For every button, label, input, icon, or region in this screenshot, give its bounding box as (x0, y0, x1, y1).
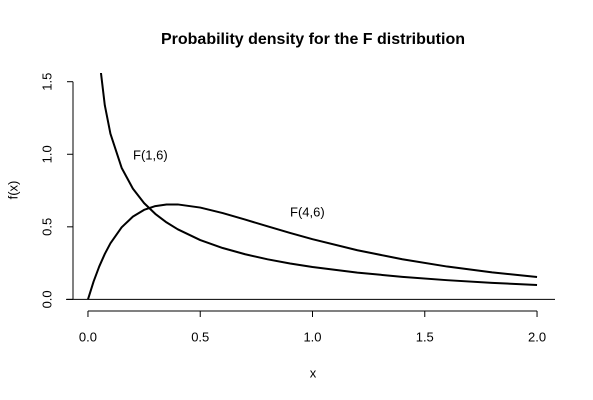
line-series (87, 203, 538, 300)
line-series (99, 73, 538, 287)
x-tick-label: 0.0 (79, 329, 97, 344)
x-tick-label: 2.0 (528, 329, 546, 344)
series-label: F(1,6) (133, 147, 168, 162)
y-tick-label: 1.0 (39, 145, 54, 163)
plot-area (87, 73, 538, 300)
x-tick-label: 1.0 (303, 329, 321, 344)
series-label: F(4,6) (290, 204, 325, 219)
x-tick-label: 0.5 (191, 329, 209, 344)
y-tick-label: 0.5 (39, 218, 54, 236)
x-tick-label: 1.5 (416, 329, 434, 344)
y-axis-title: f(x) (5, 181, 20, 200)
y-tick-label: 1.5 (39, 73, 54, 91)
x-axis-title: x (310, 365, 317, 380)
y-tick-label: 0.0 (39, 290, 54, 308)
chart-title: Probability density for the F distributi… (161, 31, 465, 48)
